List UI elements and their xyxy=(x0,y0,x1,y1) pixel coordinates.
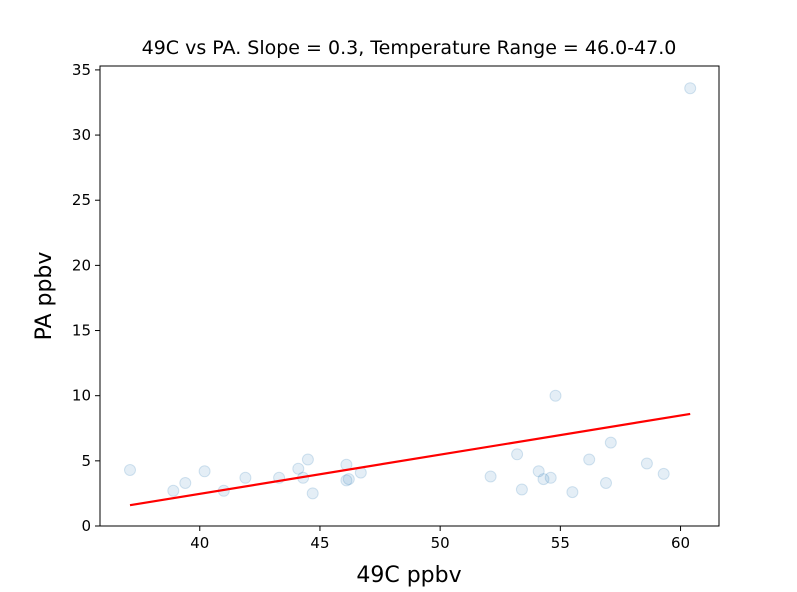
y-tick-label: 25 xyxy=(72,191,91,209)
data-point xyxy=(179,477,192,489)
x-tick-label: 40 xyxy=(190,534,209,552)
plot-marks xyxy=(124,82,697,507)
data-point xyxy=(124,464,136,476)
data-point xyxy=(657,467,670,480)
y-tick-label: 5 xyxy=(81,452,91,470)
data-point xyxy=(198,465,211,478)
data-point xyxy=(515,483,528,496)
y-tick-label: 15 xyxy=(72,322,91,340)
chart-title: 49C vs PA. Slope = 0.3, Temperature Rang… xyxy=(142,37,677,59)
data-point xyxy=(292,462,305,475)
data-point xyxy=(684,82,697,95)
y-tick-label: 20 xyxy=(72,256,91,274)
data-point xyxy=(342,473,355,486)
data-point xyxy=(239,471,252,484)
x-tick-label: 60 xyxy=(671,534,690,552)
data-point xyxy=(484,470,497,483)
data-point xyxy=(640,457,653,470)
y-tick-label: 30 xyxy=(72,126,91,144)
data-point xyxy=(532,465,545,478)
y-tick-label: 35 xyxy=(72,61,91,79)
x-tick-label: 45 xyxy=(310,534,329,552)
y-tick-label: 0 xyxy=(81,517,91,535)
data-point xyxy=(566,486,579,499)
data-point xyxy=(544,471,557,484)
y-axis-title: PA ppbv xyxy=(32,252,57,341)
data-point xyxy=(583,453,596,466)
data-point xyxy=(549,389,562,402)
y-tick-label: 10 xyxy=(72,387,91,405)
data-point xyxy=(301,453,314,466)
data-point xyxy=(604,436,617,449)
data-point xyxy=(600,477,612,489)
data-point xyxy=(537,473,550,486)
x-tick-label: 55 xyxy=(551,534,570,552)
data-point xyxy=(340,474,353,487)
data-point xyxy=(306,487,319,500)
axes: 40 45 50 55 60 0 5 10 15 20 25 30 35 xyxy=(72,61,720,552)
data-point xyxy=(511,448,524,461)
plot-frame xyxy=(99,65,720,527)
x-axis-title: 49C ppbv xyxy=(356,563,461,588)
x-tick-label: 50 xyxy=(431,534,450,552)
data-point xyxy=(167,484,180,497)
fit-line xyxy=(129,412,691,507)
